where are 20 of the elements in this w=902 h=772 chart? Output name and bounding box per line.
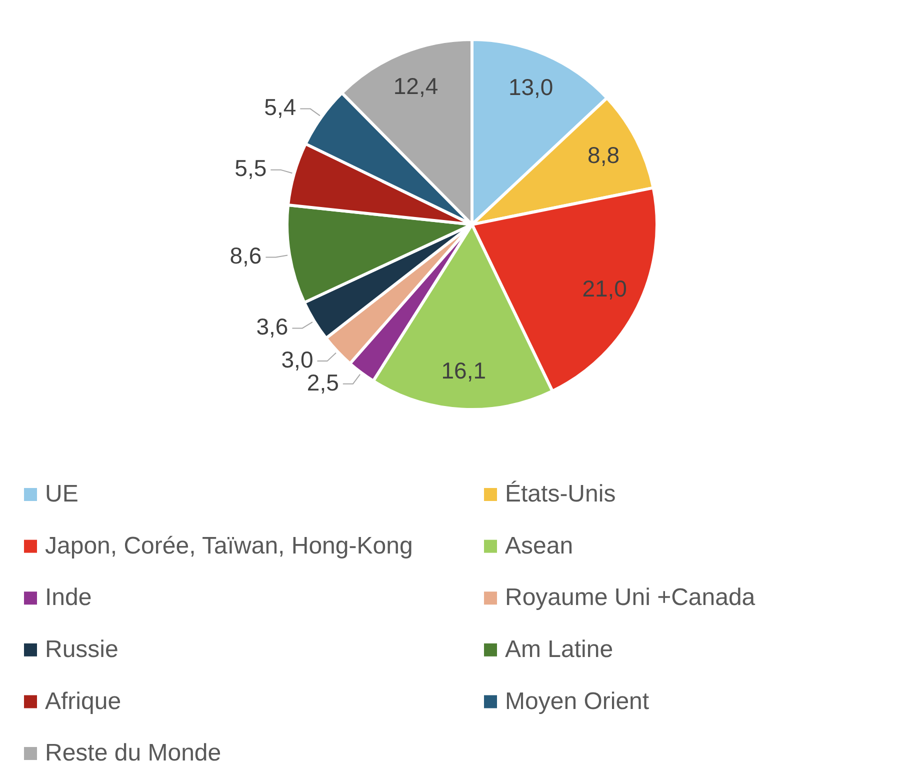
data-label: 3,6 (256, 314, 288, 340)
legend-label: Asean (505, 532, 574, 560)
data-label: 5,4 (264, 94, 296, 120)
legend-label: Royaume Uni +Canada (505, 584, 756, 612)
legend-label: Afrique (45, 688, 122, 715)
legend-label: Am Latine (505, 636, 614, 664)
legend-label: Russie (45, 636, 118, 664)
legend-label: Japon, Corée, Taïwan, Hong-Kong (45, 532, 413, 560)
data-label: 12,4 (393, 72, 438, 99)
legend-label: États-Unis (505, 480, 616, 508)
data-label: 5,5 (234, 155, 267, 182)
data-label: 13,0 (508, 74, 554, 100)
data-label: 8,8 (588, 142, 620, 168)
legend-label: Inde (45, 584, 92, 612)
legend-label: Reste du Monde (45, 740, 222, 767)
data-label: 8,6 (230, 242, 262, 269)
legend-label: UE (45, 480, 78, 508)
data-label: 21,0 (582, 276, 627, 302)
data-label: 16,1 (441, 358, 486, 384)
legend-label: Moyen Orient (505, 688, 650, 715)
